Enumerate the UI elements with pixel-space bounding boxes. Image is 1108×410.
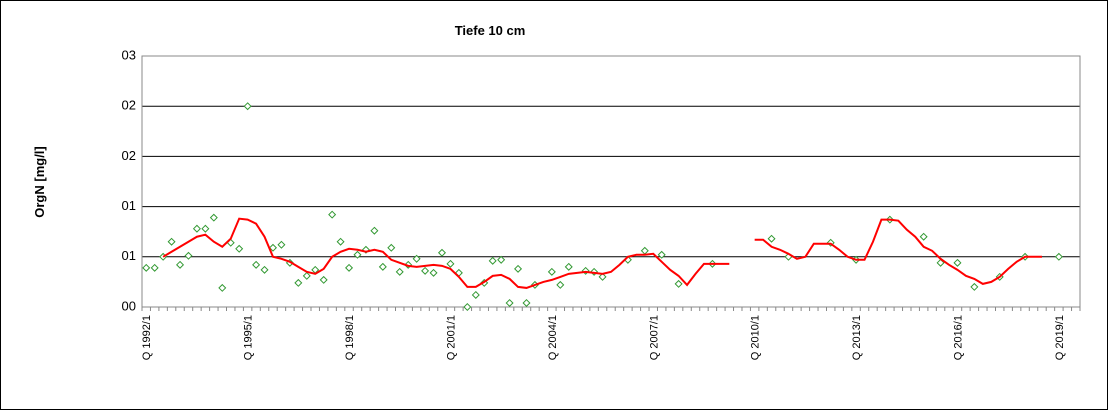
data-point: [437, 248, 446, 257]
data-point: [471, 290, 480, 299]
data-point: [767, 234, 776, 243]
data-point: [505, 298, 514, 307]
data-point: [142, 263, 151, 272]
data-point: [463, 302, 472, 312]
data-point: [302, 271, 311, 280]
data-point: [497, 255, 506, 264]
y-axis-label: OrgN [mg/l]: [32, 146, 47, 218]
data-point: [294, 278, 303, 287]
y-tick-label: 02: [122, 148, 136, 163]
data-point: [176, 260, 185, 269]
data-point: [387, 243, 396, 252]
data-point: [252, 260, 261, 269]
data-point: [429, 268, 438, 277]
data-point: [201, 224, 210, 233]
x-tick-label: Q 1998/1: [344, 315, 356, 360]
data-point: [674, 279, 683, 288]
y-tick-label: 00: [122, 298, 136, 313]
data-point: [184, 251, 193, 260]
data-point: [192, 224, 201, 233]
data-point: [235, 244, 244, 253]
x-tick-label: Q 1995/1: [243, 315, 255, 360]
data-point: [522, 298, 531, 307]
data-point: [243, 102, 252, 111]
data-point: [345, 263, 354, 272]
x-tick-label: Q 2007/1: [648, 315, 660, 360]
data-point: [336, 237, 345, 246]
plot-area: [141, 55, 1081, 308]
data-point: [936, 258, 945, 267]
data-point: [919, 232, 928, 241]
data-point: [598, 272, 607, 281]
data-point: [260, 265, 269, 274]
data-point: [412, 254, 421, 263]
data-point: [953, 258, 962, 267]
data-point: [564, 262, 573, 271]
y-tick-label: 03: [122, 47, 136, 62]
data-point: [421, 266, 430, 275]
x-tick-label: Q 2010/1: [750, 315, 762, 360]
data-point: [353, 250, 362, 259]
data-point: [328, 210, 337, 219]
data-point: [209, 213, 218, 222]
data-point: [370, 226, 379, 235]
data-point: [277, 240, 286, 249]
chart-title: Tiefe 10 cm: [455, 23, 526, 38]
data-point: [167, 237, 176, 246]
x-tick-label: Q 2016/1: [952, 315, 964, 360]
y-tick-label: 02: [122, 98, 136, 113]
x-tick-label: Q 2004/1: [547, 315, 559, 360]
y-tick-label: 01: [122, 198, 136, 213]
data-point: [395, 267, 404, 276]
data-point: [488, 256, 497, 265]
x-tick-label: Q 1992/1: [141, 315, 153, 360]
data-point: [218, 283, 227, 292]
x-tick-label: Q 2013/1: [851, 315, 863, 360]
data-point: [446, 259, 455, 268]
x-tick-label: Q 2001/1: [445, 315, 457, 360]
x-tick-label: Q 2019/1: [1054, 315, 1066, 360]
data-point: [547, 267, 556, 276]
data-point: [556, 280, 565, 289]
trend-line: [162, 217, 1042, 289]
y-tick-label: 01: [122, 248, 136, 263]
data-point: [970, 282, 979, 291]
data-point: [657, 250, 666, 259]
data-point: [268, 243, 277, 252]
data-point: [1054, 252, 1063, 261]
data-point: [150, 263, 159, 272]
data-point: [319, 275, 328, 284]
data-point: [514, 264, 523, 273]
data-point: [378, 262, 387, 271]
